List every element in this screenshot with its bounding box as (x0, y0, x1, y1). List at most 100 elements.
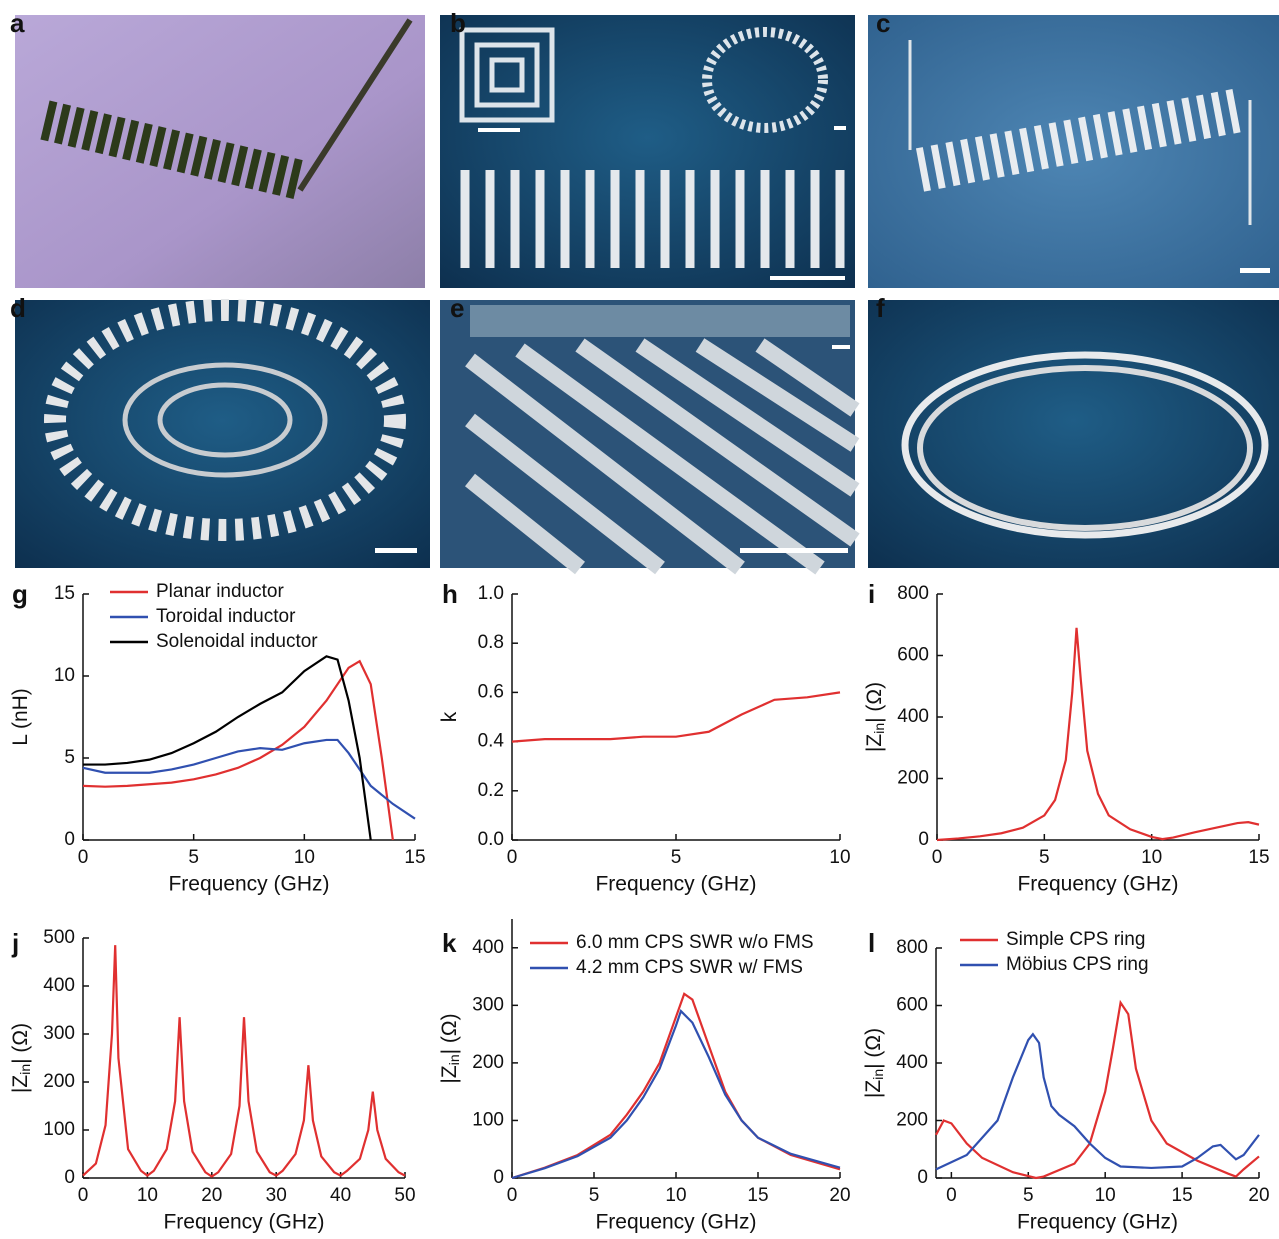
series-line (512, 1011, 840, 1178)
inset (470, 305, 850, 337)
scale-bar (832, 345, 850, 349)
x-axis-label: Frequency (GHz) (168, 873, 329, 896)
legend-label: Toroidal inductor (156, 606, 296, 627)
y-tick-label: 0.4 (478, 731, 505, 752)
scale-bar (834, 126, 846, 130)
y-tick-label: 300 (472, 994, 504, 1015)
legend-label: Solenoidal inductor (156, 631, 318, 652)
x-tick-label: 0 (78, 847, 89, 868)
x-tick-label: 0 (932, 847, 943, 868)
x-tick-label: 0 (78, 1185, 89, 1206)
x-tick-label: 5 (589, 1185, 600, 1206)
x-tick-label: 10 (829, 847, 850, 868)
y-axis-label: L (nH) (9, 688, 32, 746)
figure: abcdefg051015051015Frequency (GHz)L (nH)… (0, 0, 1279, 1234)
x-tick-label: 0 (507, 1185, 518, 1206)
y-axis-label-part: in (446, 1054, 462, 1065)
x-tick-label: 40 (330, 1185, 351, 1206)
y-tick-label: 400 (43, 975, 75, 996)
y-tick-label: 200 (43, 1071, 75, 1092)
y-tick-label: 100 (472, 1109, 504, 1130)
x-tick-label: 0 (946, 1185, 957, 1206)
x-tick-label: 5 (671, 847, 682, 868)
series-line (936, 1034, 1259, 1169)
x-tick-label: 10 (1141, 847, 1162, 868)
panel-label: k (442, 928, 457, 958)
x-tick-label: 5 (1039, 847, 1050, 868)
legend-label: Möbius CPS ring (1006, 954, 1149, 975)
y-axis-label-part: |Z (9, 1075, 32, 1093)
scale-bar (1240, 268, 1270, 273)
y-tick-label: 0 (64, 1167, 75, 1188)
x-tick-label: 20 (829, 1185, 850, 1206)
series-line (83, 656, 371, 840)
scale-bar (770, 276, 845, 280)
panel-label: f (876, 293, 885, 323)
x-tick-label: 10 (137, 1185, 158, 1206)
y-tick-label: 1.0 (478, 583, 504, 604)
y-axis-label-part: |Z (862, 1080, 885, 1098)
y-axis-label: |Zin| (Ω) (9, 1023, 33, 1093)
x-axis-label: Frequency (GHz) (595, 873, 756, 896)
y-tick-label: 600 (896, 995, 928, 1016)
panel-label: a (10, 8, 25, 38)
y-tick-label: 0 (918, 829, 929, 850)
x-tick-label: 15 (404, 847, 425, 868)
photo-a (15, 15, 425, 288)
photos (15, 15, 1279, 568)
y-tick-label: 400 (472, 937, 504, 958)
panel-label: b (450, 8, 466, 38)
legend-label: 4.2 mm CPS SWR w/ FMS (576, 957, 803, 978)
series-line (937, 628, 1259, 840)
y-tick-label: 300 (43, 1023, 75, 1044)
y-tick-label: 400 (897, 706, 929, 727)
x-axis-label: Frequency (GHz) (1017, 873, 1178, 896)
y-axis-label-part: | (Ω) (862, 1028, 885, 1069)
legend-label: 6.0 mm CPS SWR w/o FMS (576, 932, 814, 953)
scale-bar (375, 548, 417, 553)
x-axis-label: Frequency (GHz) (595, 1211, 756, 1234)
y-axis-label-part: |Z (863, 734, 886, 752)
y-tick-label: 15 (54, 583, 75, 604)
panel-label: i (868, 579, 875, 609)
y-tick-label: 0.6 (478, 681, 504, 702)
y-axis-label-part: in (17, 1064, 33, 1075)
y-axis-label-part: | (Ω) (863, 682, 886, 723)
panel-label: d (10, 293, 26, 323)
y-tick-label: 0 (64, 829, 75, 850)
scale-bar (478, 128, 520, 132)
x-axis-label: Frequency (GHz) (163, 1211, 324, 1234)
series-line (83, 945, 405, 1176)
x-tick-label: 10 (665, 1185, 686, 1206)
y-axis-label-part: in (870, 1069, 886, 1080)
y-tick-label: 600 (897, 645, 929, 666)
panel-label: j (11, 928, 19, 958)
y-tick-label: 0.2 (478, 780, 504, 801)
y-tick-label: 10 (54, 665, 75, 686)
y-axis-label: k (438, 711, 461, 722)
legend-label: Simple CPS ring (1006, 929, 1145, 950)
y-axis-label: |Zin| (Ω) (862, 1028, 886, 1098)
y-tick-label: 100 (43, 1119, 75, 1140)
x-axis-label: Frequency (GHz) (1017, 1211, 1178, 1234)
y-tick-label: 800 (897, 583, 929, 604)
x-tick-label: 10 (1095, 1185, 1116, 1206)
panel-label: e (450, 293, 464, 323)
y-tick-label: 500 (43, 927, 75, 948)
y-axis-label: |Zin| (Ω) (863, 682, 887, 752)
panel-label: g (12, 579, 28, 609)
scale-bar (740, 548, 848, 553)
y-axis-label-part: | (Ω) (438, 1013, 461, 1054)
series-line (512, 692, 840, 741)
legend-label: Planar inductor (156, 581, 284, 602)
y-tick-label: 0 (917, 1167, 928, 1188)
y-tick-label: 800 (896, 937, 928, 958)
y-axis-label-part: | (Ω) (9, 1023, 32, 1064)
y-axis-label: |Zin| (Ω) (438, 1013, 462, 1083)
x-tick-label: 15 (747, 1185, 768, 1206)
x-tick-label: 20 (1248, 1185, 1269, 1206)
x-tick-label: 15 (1248, 847, 1269, 868)
y-tick-label: 200 (472, 1052, 504, 1073)
x-tick-label: 50 (394, 1185, 415, 1206)
panel-label: l (868, 928, 875, 958)
